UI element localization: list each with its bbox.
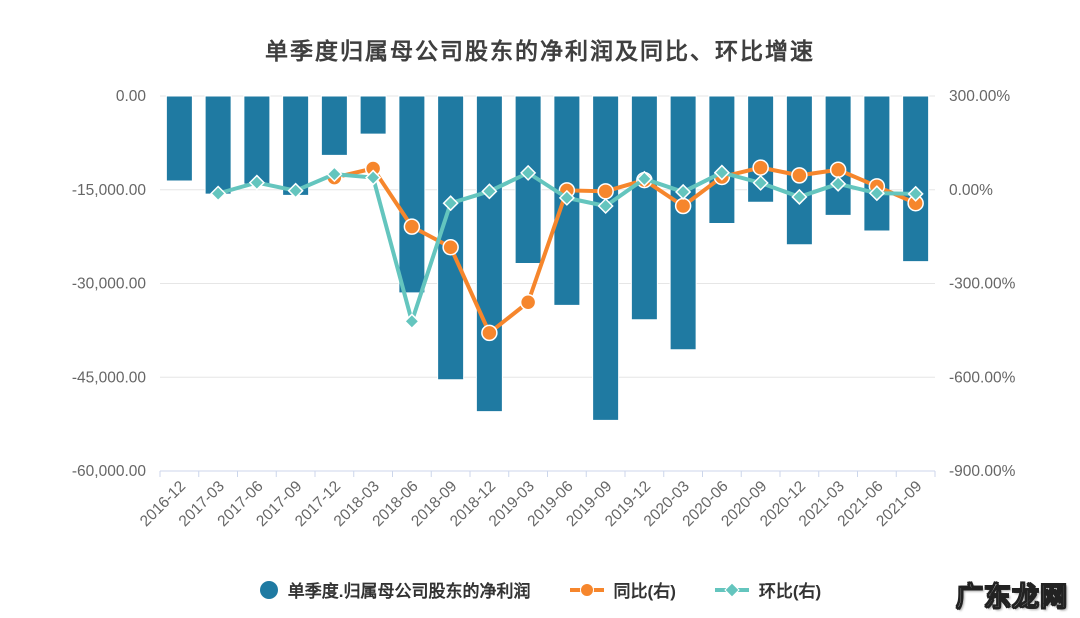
y-axis-right-label: 300.00% xyxy=(949,88,1010,105)
qoq-point-2020-03[interactable] xyxy=(675,183,692,200)
y-axis-left-label: -30,000.00 xyxy=(72,276,146,293)
qoq-point-2017-03[interactable] xyxy=(210,185,227,202)
yoy-point-2021-03[interactable] xyxy=(829,161,847,178)
y-axis-left-label: 0.00 xyxy=(116,88,147,105)
qoq-point-2017-06[interactable] xyxy=(248,174,265,191)
qoq-point-2018-06[interactable] xyxy=(403,313,420,330)
bar-series-icon xyxy=(259,580,278,599)
qoq-point-2021-06[interactable] xyxy=(868,185,885,202)
yoy-line-icon xyxy=(569,582,604,597)
qoq-point-2020-06[interactable] xyxy=(713,164,730,181)
bar-2016-12[interactable] xyxy=(165,95,193,182)
y-axis-left-label: -60,000.00 xyxy=(72,463,146,480)
legend-item-yoy[interactable]: 同比(右) xyxy=(569,577,676,602)
legend-item-net-profit[interactable]: 单季度.归属母公司股东的净利润 xyxy=(259,577,531,602)
qoq-point-2019-06[interactable] xyxy=(558,189,575,206)
chart-title: 单季度归属母公司股东的净利润及同比、环比增速 xyxy=(265,38,815,64)
bar-2021-09[interactable] xyxy=(902,95,930,263)
qoq-point-2018-09[interactable] xyxy=(442,195,459,212)
yoy-point-2018-09[interactable] xyxy=(442,239,459,256)
bar-2018-12[interactable] xyxy=(475,95,503,413)
yoy-point-2018-12[interactable] xyxy=(481,324,498,342)
qoq-point-2019-09[interactable] xyxy=(597,197,614,215)
legend-label-qoq: 环比(右) xyxy=(758,582,822,601)
y-axis-right-label: 0.00% xyxy=(949,182,993,199)
qoq-point-2018-03[interactable] xyxy=(365,169,382,186)
legend-label-yoy: 同比(右) xyxy=(613,582,676,601)
qoq-point-2019-12[interactable] xyxy=(636,170,653,187)
bar-2021-03[interactable] xyxy=(824,95,852,216)
yoy-point-2019-09[interactable] xyxy=(597,183,614,200)
legend-label-net-profit: 单季度.归属母公司股东的净利润 xyxy=(287,582,531,601)
watermark: 广东龙网 xyxy=(956,582,1068,613)
bar-2019-09[interactable] xyxy=(592,95,620,421)
bar-2020-06[interactable] xyxy=(708,95,736,224)
y-axis-right-label: -300.00% xyxy=(949,276,1016,293)
bar-2020-03[interactable] xyxy=(669,95,697,351)
bar-2017-09[interactable] xyxy=(282,95,310,196)
qoq-point-2021-09[interactable] xyxy=(907,185,924,202)
yoy-point-2020-03[interactable] xyxy=(674,197,692,215)
bar-2017-06[interactable] xyxy=(243,95,271,185)
qoq-line-icon xyxy=(714,581,749,598)
qoq-point-2018-12[interactable] xyxy=(481,183,498,200)
bar-2018-09[interactable] xyxy=(437,95,465,381)
yoy-line xyxy=(332,165,918,335)
bar-2018-03[interactable] xyxy=(359,95,387,135)
qoq-point-2017-12[interactable] xyxy=(326,166,343,183)
qoq-point-2020-12[interactable] xyxy=(791,188,808,205)
legend-item-qoq[interactable]: 环比(右) xyxy=(714,577,821,602)
bar-2017-12[interactable] xyxy=(320,95,348,156)
yoy-point-2018-06[interactable] xyxy=(403,218,421,235)
qoq-point-2021-03[interactable] xyxy=(830,175,847,192)
qoq-point-2019-03[interactable] xyxy=(520,164,537,181)
y-axis-left-label: -45,000.00 xyxy=(72,369,146,386)
y-axis-left-label: -15,000.00 xyxy=(72,182,146,199)
legend: 单季度.归属母公司股东的净利润 同比(右) 环比(右) xyxy=(0,577,1080,602)
yoy-point-2020-12[interactable] xyxy=(791,167,808,184)
bar-2019-12[interactable] xyxy=(630,95,658,321)
bar-2018-06[interactable] xyxy=(398,95,426,294)
yoy-point-2019-03[interactable] xyxy=(519,294,537,311)
bar-2017-03[interactable] xyxy=(204,95,232,195)
y-axis-right-label: -600.00% xyxy=(949,369,1016,386)
yoy-point-2020-09[interactable] xyxy=(752,159,769,176)
bar-2021-06[interactable] xyxy=(863,95,891,232)
y-axis-right-label: -900.00% xyxy=(949,463,1016,480)
qoq-point-2017-09[interactable] xyxy=(287,182,304,199)
qoq-point-2020-09[interactable] xyxy=(752,174,769,191)
